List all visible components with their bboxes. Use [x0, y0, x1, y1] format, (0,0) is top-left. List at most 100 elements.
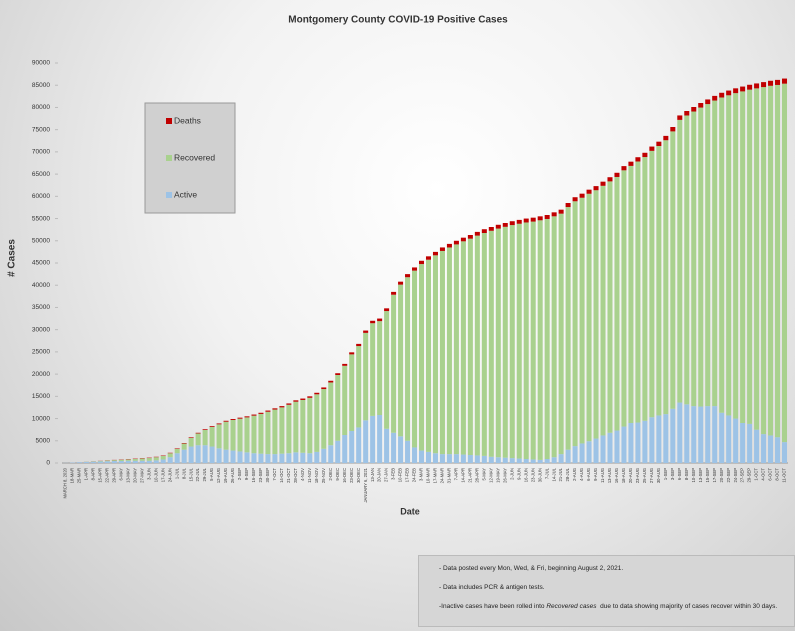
bar-segment — [335, 373, 341, 375]
bar-segment — [132, 458, 138, 461]
bar-segment — [579, 193, 585, 198]
legend-swatch — [166, 155, 172, 161]
bar-segment — [488, 227, 494, 231]
x-tick-label: 10-MAR — [426, 468, 431, 483]
bar-segment — [188, 437, 194, 447]
bar-segment — [467, 235, 473, 239]
bar-segment — [139, 460, 145, 463]
bar-segment — [565, 203, 571, 208]
bar-segment — [691, 107, 697, 112]
x-tick-label: 20-JAN — [377, 468, 382, 482]
bar-segment — [370, 415, 376, 463]
bar-segment — [104, 460, 110, 462]
bar-segment — [272, 454, 278, 463]
bar-segment — [733, 93, 739, 419]
bar-segment — [698, 406, 704, 463]
x-tick-label: 6-AUG — [586, 468, 591, 481]
bar-segment — [279, 407, 285, 454]
bar-segment — [446, 247, 452, 455]
y-tick-label: 10000 — [32, 415, 50, 422]
bar-segment — [523, 218, 529, 223]
x-tick-label: 30-DEC — [356, 468, 361, 483]
bar-segment — [181, 449, 187, 463]
x-tick-label: 13-AUG — [607, 468, 612, 483]
note: due to data showing majority of cases re… — [596, 603, 778, 610]
bar-segment — [286, 453, 292, 463]
bar-segment — [425, 451, 432, 463]
bar-segment — [314, 392, 320, 395]
bar-segment — [349, 354, 355, 431]
bar-segment — [733, 418, 739, 463]
bar-segment — [195, 432, 201, 434]
bar-segment — [265, 454, 271, 463]
x-tick-label: 20-MAY — [132, 468, 137, 483]
bar-segment — [293, 452, 299, 463]
x-tick-label: 13-MAY — [125, 468, 130, 483]
bar-segment — [481, 229, 487, 233]
x-tick-label: JANUARY 6, 2021 — [363, 467, 368, 502]
bar-segment — [781, 442, 788, 463]
bar-segment — [488, 230, 494, 457]
bar-segment — [635, 422, 641, 463]
legend-swatch — [166, 118, 172, 124]
bar-segment — [328, 445, 334, 463]
x-tick-label: 26-AUG — [230, 468, 235, 483]
bar-segment — [754, 83, 760, 89]
bar-segment — [656, 415, 662, 463]
bar-segment — [453, 240, 459, 245]
bar-segment — [223, 420, 229, 422]
bar-segment — [237, 418, 243, 452]
bar-segment — [488, 456, 494, 463]
x-tick-label: 21-JUL — [558, 467, 563, 481]
bar-segment — [544, 215, 550, 219]
bar-segment — [509, 225, 515, 459]
y-tick-label: 80000 — [32, 104, 50, 111]
bar-segment — [768, 80, 774, 86]
bar-segment — [705, 99, 711, 105]
bar-segment — [251, 453, 257, 463]
y-tick-label: 65000 — [32, 171, 50, 178]
x-tick-label: 19-MAY — [495, 468, 500, 483]
bar-segment — [558, 209, 564, 214]
bar-segment — [768, 85, 774, 436]
bar-segment — [167, 457, 173, 463]
x-tick-label: 29-JUL — [202, 467, 207, 481]
bar-segment — [740, 86, 746, 92]
x-tick-label: 28-OCT — [293, 468, 298, 483]
bar-segment — [314, 451, 320, 463]
x-tick-label: 28-APR — [474, 468, 479, 483]
bar-segment — [314, 394, 320, 452]
x-tick-label: 11-OCT — [782, 468, 787, 483]
bar-segment — [223, 421, 229, 450]
bar-segment — [391, 291, 397, 295]
bar-segment — [614, 172, 620, 177]
bar-segment — [537, 216, 543, 221]
bar-segment — [530, 221, 536, 460]
x-tick-label: 9-JUN — [516, 468, 521, 480]
bar-segment — [118, 461, 124, 463]
bar-segment — [467, 455, 473, 463]
bar-segment — [202, 429, 208, 446]
bar-segment — [342, 363, 348, 366]
bar-segment — [600, 185, 606, 436]
bar-segment — [195, 433, 201, 446]
bar-segment — [698, 107, 704, 407]
x-tick-label: 30-AUG — [656, 468, 661, 483]
bar-segment — [558, 213, 564, 455]
bar-segment — [516, 223, 522, 459]
bar-segment — [230, 419, 236, 420]
x-tick-label: 5-AUG — [209, 468, 214, 481]
bar-segment — [712, 406, 718, 463]
bar-segment — [649, 150, 655, 418]
bar-segment — [740, 91, 746, 424]
x-tick-label: 18-AUG — [621, 468, 626, 483]
bar-segment — [544, 218, 550, 459]
x-tick-label: 4-AUG — [579, 468, 584, 481]
bar-segment — [398, 436, 404, 463]
bar-segment — [125, 460, 131, 463]
bar-segment — [188, 437, 194, 438]
x-tick-label: 17-JUN — [160, 468, 165, 482]
bar-segment — [635, 157, 641, 162]
bar-segment — [502, 223, 508, 227]
